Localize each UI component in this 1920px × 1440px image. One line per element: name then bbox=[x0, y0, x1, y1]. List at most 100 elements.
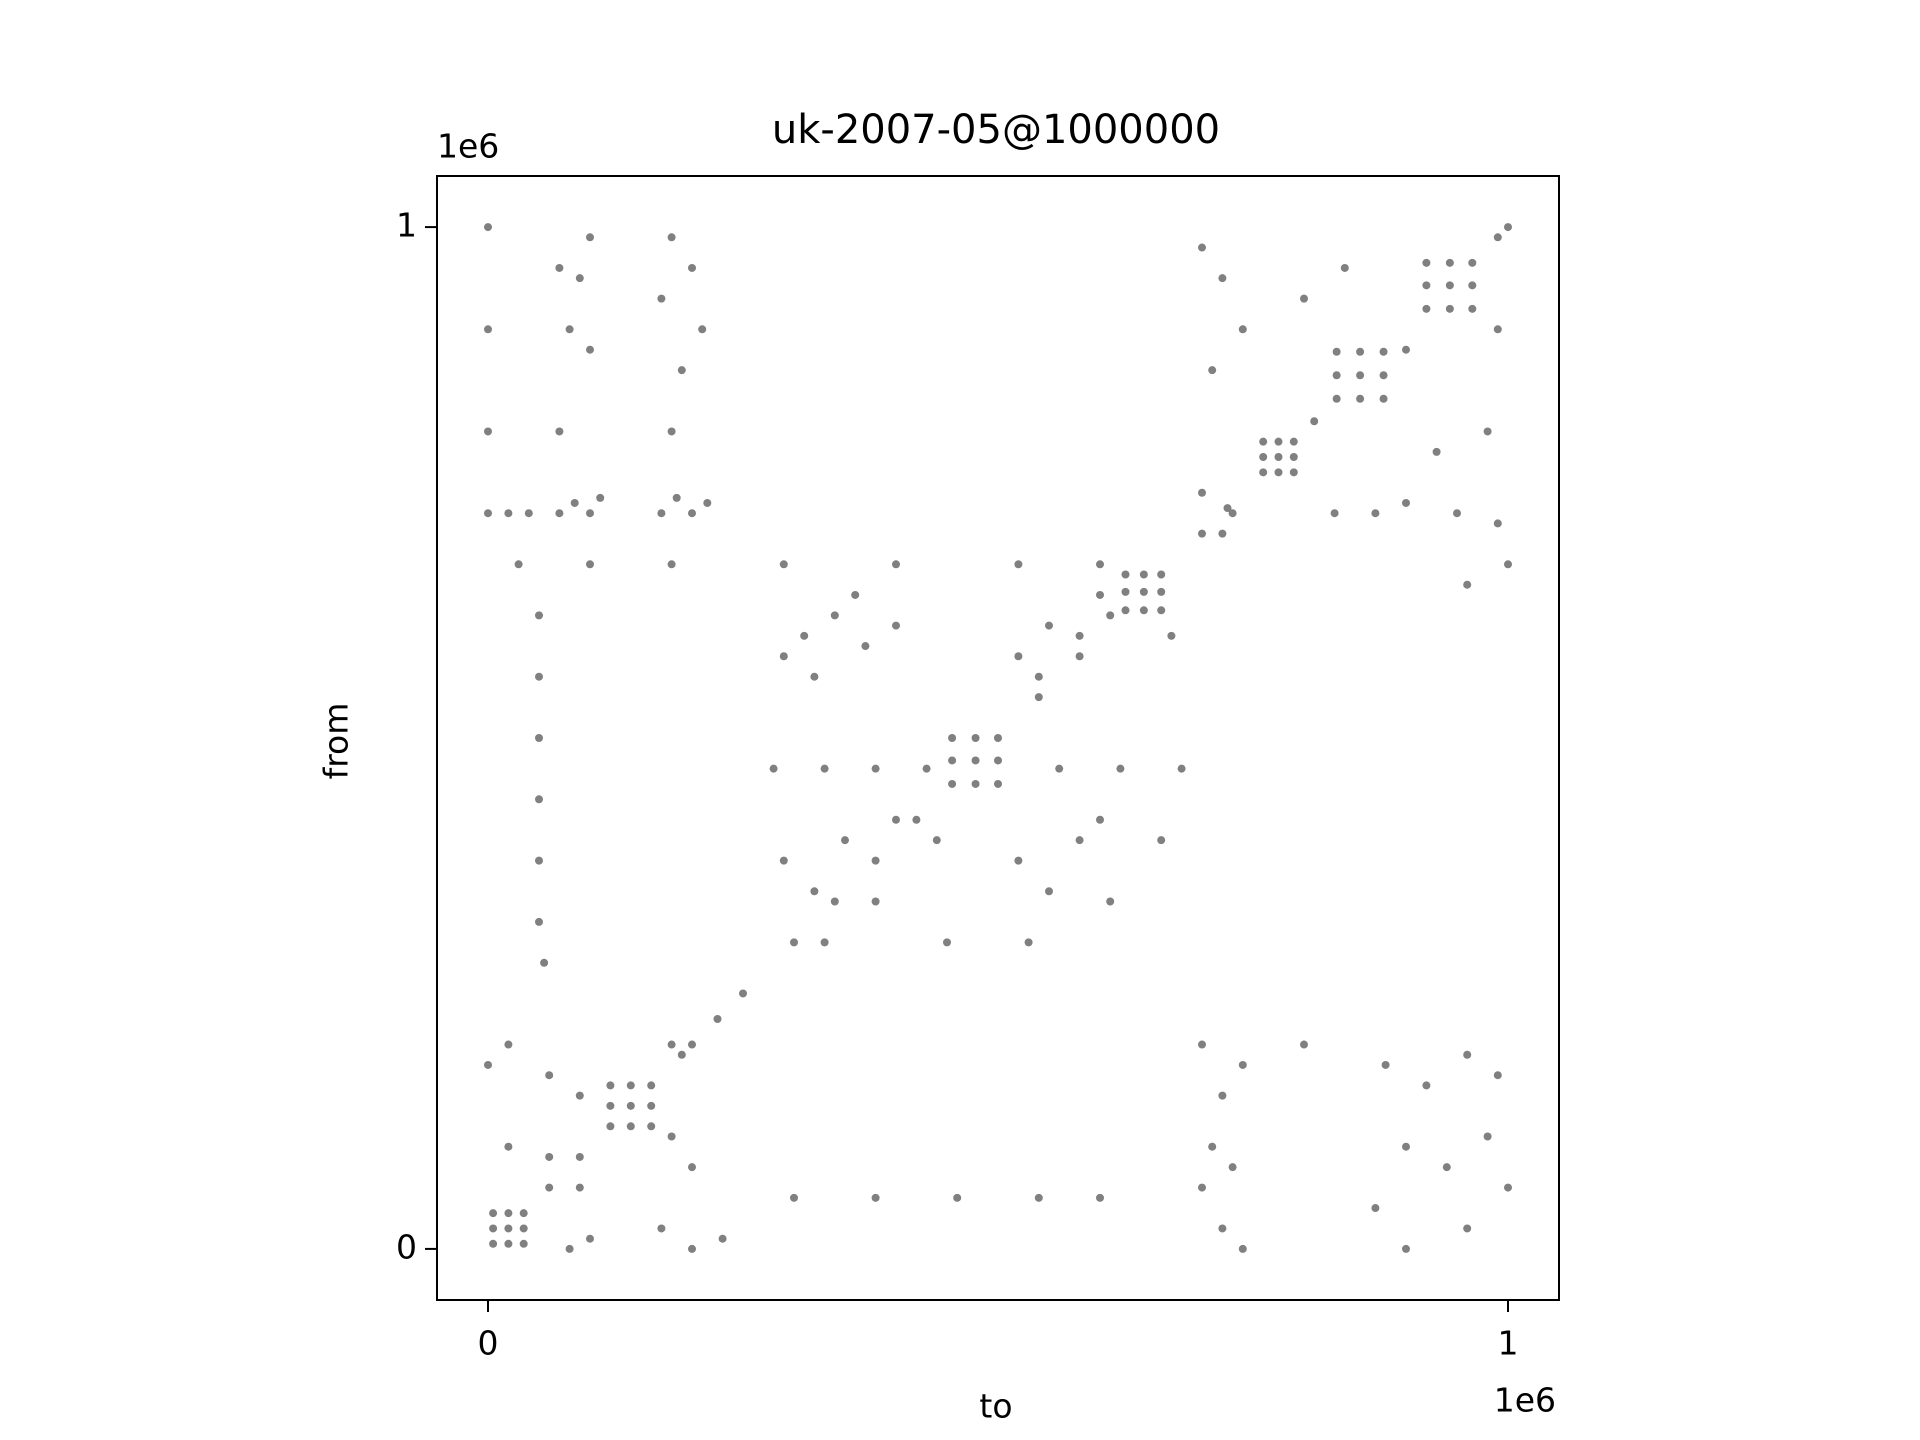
point bbox=[943, 938, 951, 947]
point bbox=[657, 509, 666, 518]
point bbox=[1289, 453, 1298, 461]
point bbox=[1402, 498, 1410, 507]
point bbox=[1504, 560, 1512, 569]
point bbox=[1075, 836, 1084, 845]
point bbox=[820, 938, 829, 947]
point bbox=[1157, 570, 1166, 579]
point bbox=[1198, 1040, 1206, 1049]
point bbox=[688, 509, 696, 518]
point bbox=[1228, 509, 1237, 518]
point bbox=[1096, 560, 1104, 569]
point bbox=[606, 1081, 615, 1090]
point bbox=[555, 263, 564, 272]
point bbox=[1463, 1224, 1472, 1233]
point bbox=[1106, 611, 1115, 620]
point bbox=[540, 958, 549, 967]
point bbox=[994, 734, 1002, 742]
point bbox=[1422, 258, 1431, 267]
point bbox=[519, 1224, 528, 1233]
point bbox=[1045, 621, 1053, 630]
point bbox=[1379, 371, 1388, 380]
point bbox=[1332, 371, 1341, 380]
point bbox=[1208, 1142, 1217, 1151]
point bbox=[1014, 560, 1023, 569]
point bbox=[830, 897, 839, 906]
point bbox=[1356, 347, 1365, 356]
point bbox=[1121, 606, 1130, 615]
point bbox=[626, 1081, 635, 1090]
point bbox=[1106, 897, 1115, 906]
point bbox=[841, 836, 849, 845]
point bbox=[1371, 509, 1380, 518]
point bbox=[1274, 468, 1283, 477]
point bbox=[1483, 1132, 1492, 1141]
point bbox=[1504, 1183, 1512, 1192]
point bbox=[800, 631, 809, 640]
point bbox=[1468, 304, 1477, 313]
point bbox=[504, 1209, 513, 1218]
point bbox=[810, 887, 819, 896]
point bbox=[555, 427, 564, 436]
point bbox=[971, 779, 980, 788]
point bbox=[1463, 1050, 1472, 1059]
point bbox=[1198, 243, 1206, 252]
point bbox=[1198, 1183, 1206, 1192]
point bbox=[922, 764, 931, 773]
point bbox=[1445, 281, 1454, 290]
point bbox=[1422, 281, 1431, 290]
point bbox=[575, 274, 584, 283]
point bbox=[667, 233, 676, 242]
point bbox=[1381, 1060, 1390, 1069]
point bbox=[484, 223, 492, 232]
point bbox=[1218, 529, 1227, 538]
point bbox=[647, 1101, 656, 1110]
point bbox=[484, 509, 492, 518]
point bbox=[535, 611, 543, 620]
point bbox=[1238, 1060, 1247, 1069]
point bbox=[1238, 1244, 1247, 1253]
point bbox=[1422, 1081, 1431, 1090]
point bbox=[1274, 453, 1283, 461]
point bbox=[1442, 1163, 1451, 1172]
point bbox=[1157, 836, 1166, 845]
point bbox=[688, 1163, 696, 1172]
point bbox=[1096, 1193, 1104, 1202]
point bbox=[519, 1209, 528, 1218]
point bbox=[1096, 590, 1104, 599]
point bbox=[489, 1224, 498, 1233]
point bbox=[1116, 764, 1125, 773]
point bbox=[555, 509, 564, 518]
point bbox=[565, 325, 574, 334]
point bbox=[1075, 652, 1084, 661]
point bbox=[1177, 764, 1186, 773]
point bbox=[677, 366, 686, 375]
point bbox=[1014, 652, 1023, 661]
point bbox=[1371, 1204, 1380, 1213]
point bbox=[948, 779, 957, 788]
point bbox=[484, 1060, 492, 1069]
point bbox=[524, 509, 533, 518]
x-axis-label: to bbox=[979, 1387, 1012, 1426]
point bbox=[1238, 325, 1247, 334]
point bbox=[703, 498, 712, 507]
point bbox=[1223, 504, 1232, 513]
point bbox=[657, 1224, 666, 1233]
point bbox=[1445, 304, 1454, 313]
point bbox=[892, 621, 900, 630]
point bbox=[1379, 347, 1388, 356]
point bbox=[1289, 437, 1298, 446]
point bbox=[688, 1040, 696, 1049]
point bbox=[667, 560, 676, 569]
point bbox=[1402, 1142, 1410, 1151]
point bbox=[606, 1101, 615, 1110]
point bbox=[948, 756, 957, 765]
point bbox=[1045, 887, 1053, 896]
point bbox=[1218, 1091, 1227, 1100]
point bbox=[1332, 347, 1341, 356]
point bbox=[1300, 294, 1308, 303]
point bbox=[688, 1244, 696, 1253]
point bbox=[948, 734, 957, 742]
point bbox=[1493, 325, 1502, 334]
point bbox=[535, 734, 543, 742]
axes-frame bbox=[436, 175, 1560, 1301]
